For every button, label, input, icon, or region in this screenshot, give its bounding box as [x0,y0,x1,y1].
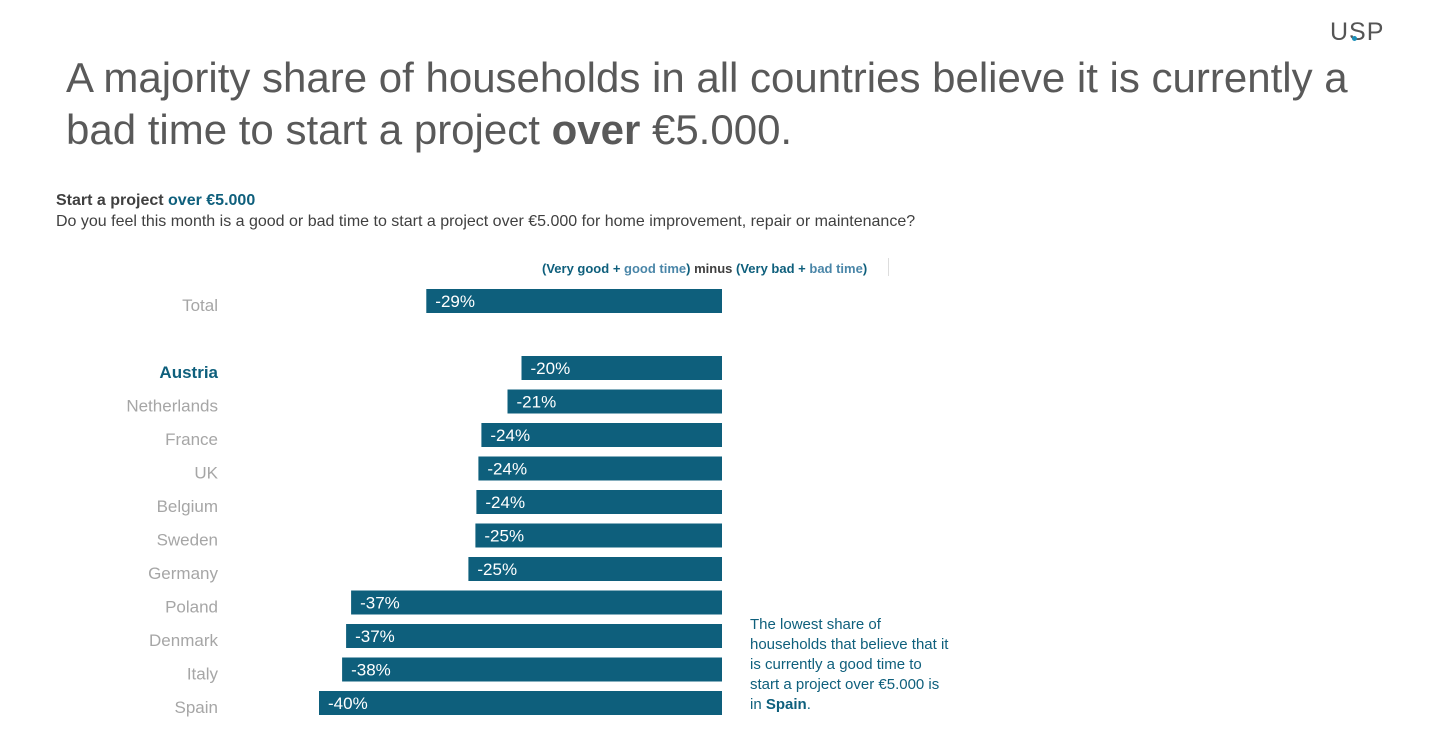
bar-austria [521,356,722,380]
metric-label: (Very good + good time) minus (Very bad … [542,261,867,276]
note-end: . [806,696,811,713]
category-label-sweden: Sweden [157,531,218,550]
data-label-netherlands: -21% [517,393,557,412]
bar-denmark [346,624,722,648]
category-label-poland: Poland [165,598,218,617]
data-label-spain: -40% [328,694,368,713]
logo-dot-icon [1352,36,1357,41]
data-label-austria: -20% [531,359,571,378]
bar-italy [342,657,722,682]
data-label-germany: -25% [477,560,517,579]
data-label-italy: -38% [351,661,391,680]
page-title: A majority share of households in all co… [66,52,1386,156]
title-end: €5.000. [640,106,793,153]
title-text: A majority share of households in all co… [66,54,1348,153]
data-label-total: -29% [435,292,475,311]
bar-total [426,289,722,313]
metric-plus-1: + [609,261,625,276]
bar-spain [319,691,722,715]
note-bold: Spain [765,696,807,713]
annotation-note: The lowest share of households that beli… [750,615,950,715]
category-label-denmark: Denmark [149,631,218,650]
category-label-spain: Spain [175,698,218,717]
bar-uk [478,456,722,481]
metric-plus-2: + [794,261,810,276]
bar-belgium [476,490,722,514]
category-label-uk: UK [194,464,218,483]
data-label-belgium: -24% [485,493,525,512]
category-label-italy: Italy [187,665,219,684]
category-label-total: Total [182,296,218,315]
metric-close-paren: ) [686,261,691,276]
metric-very-bad: Very bad [740,261,795,276]
chart-heading: Start a project over €5.000 [56,192,255,210]
metric-divider [888,258,889,276]
metric-open-paren: ( [736,261,741,276]
metric-minus: minus [690,261,736,276]
metric-close: ) [862,261,868,276]
category-label-belgium: Belgium [157,497,218,516]
bar-germany [468,557,722,581]
category-label-netherlands: Netherlands [126,397,218,416]
note-text: The lowest share of households that beli… [750,616,949,713]
chart-heading-accent: over €5.000 [168,192,256,209]
data-label-denmark: -37% [355,627,395,646]
metric-open: ( [542,261,547,276]
bar-poland [351,590,722,615]
bar-netherlands [507,389,722,414]
data-label-uk: -24% [487,460,527,479]
bar-france [481,423,722,447]
chart-heading-prefix: Start a project [56,192,169,209]
chart-question: Do you feel this month is a good or bad … [56,213,916,230]
data-label-sweden: -25% [484,527,524,546]
metric-very-good: Very good [546,261,610,276]
data-label-france: -24% [490,426,530,445]
data-label-poland: -37% [360,594,400,613]
metric-good: good time [624,261,687,276]
category-label-france: France [165,430,218,449]
usp-logo: USP [1330,18,1385,46]
title-bold: over [551,106,641,153]
category-label-austria: Austria [159,363,218,382]
category-label-germany: Germany [148,564,218,583]
metric-bad: bad time [809,261,863,276]
bar-sweden [475,523,722,548]
